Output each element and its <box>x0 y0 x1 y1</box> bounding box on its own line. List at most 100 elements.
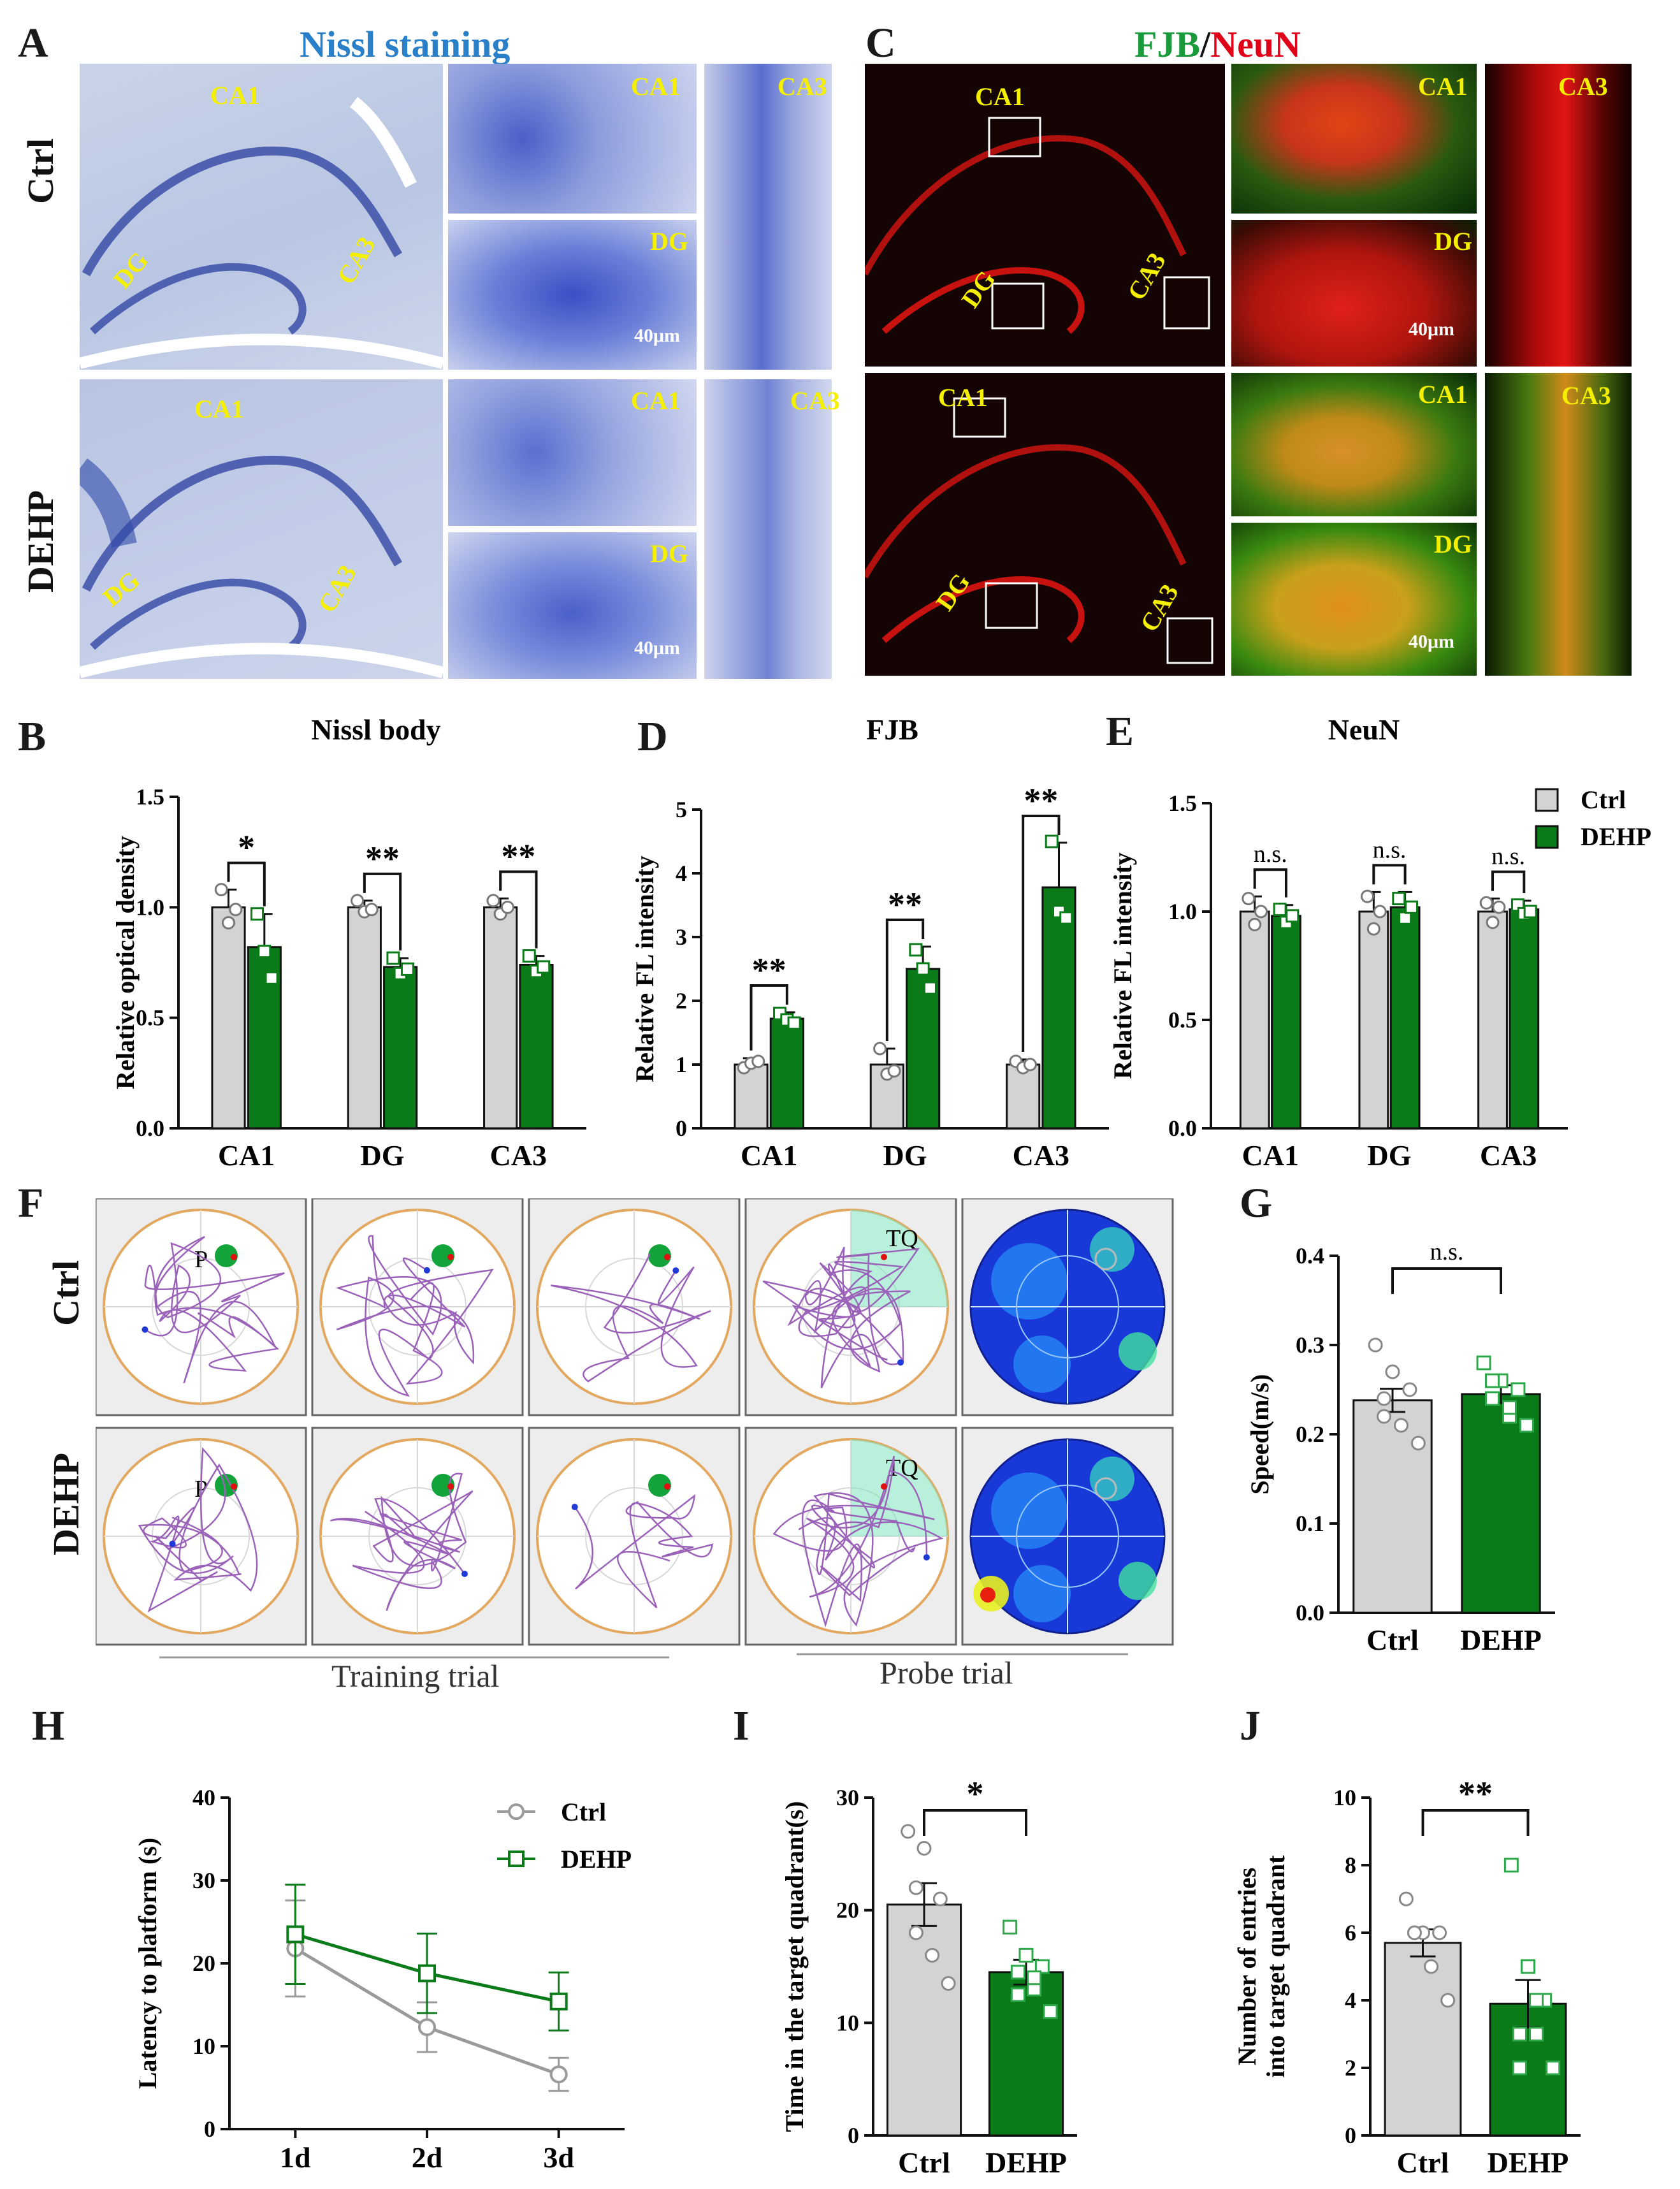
fl-ctrl-ca3-zoom-label: CA3 <box>1558 72 1608 101</box>
fl-dehp-ca3-zoom-label: CA3 <box>1561 381 1611 410</box>
D-sig-mark: ** <box>752 951 786 989</box>
E-ytick-label: 0.0 <box>1168 1116 1197 1141</box>
platform-marker <box>215 1474 238 1497</box>
E-sig-mark: n.s. <box>1491 843 1525 870</box>
H-xtick-label: 3d <box>543 2141 574 2174</box>
I-bar-ctrl <box>886 1903 962 2137</box>
D-bar-ctrl-ca1 <box>734 1063 769 1130</box>
fl-ctrl-scale: 40μm <box>1408 319 1454 340</box>
D-bar-ctrl-ca3 <box>1006 1063 1041 1130</box>
H-legend-marker-ctrl <box>508 1803 525 1820</box>
D-bar-dehp-ca1 <box>769 1017 804 1130</box>
dehp-ca3-zoom-label: CA3 <box>790 386 840 415</box>
platform-marker <box>648 1474 671 1497</box>
E-point-ctrl <box>1486 915 1500 929</box>
H-legend-marker-dehp <box>508 1851 525 1867</box>
H-ytick-label: 40 <box>192 1785 215 1810</box>
G-point-ctrl <box>1377 1409 1392 1424</box>
swim-track <box>330 1473 474 1611</box>
B-sig-mark: ** <box>365 840 400 878</box>
E-bar-dehp-ca3 <box>1509 908 1540 1130</box>
B-point-ctrl <box>351 894 365 908</box>
swim-track <box>574 1494 714 1609</box>
track-end-dot <box>897 1359 904 1366</box>
H-xtick-label: 1d <box>280 2141 311 2174</box>
E-bar-dehp-ca1 <box>1271 915 1301 1130</box>
heatmap-blob <box>1090 1227 1134 1272</box>
D-xtick-label: CA3 <box>1013 1139 1069 1172</box>
I-point-ctrl <box>932 1891 948 1907</box>
B-ytick-label: 0.5 <box>136 1005 164 1031</box>
neun-bar-chart: NeuN 0.0 0.5 1.0 1.5 Relative FL intensity n.s… <box>1108 714 1651 1172</box>
J-xtick-label: Ctrl <box>1397 2146 1449 2179</box>
fl-dehp-ca1-zoom <box>1231 373 1477 516</box>
nissl-body-bar-chart: Nissl body 0.0 0.5 1.0 1.5 Relative optical d… <box>111 714 586 1172</box>
B-point-ctrl <box>500 900 514 914</box>
G-point-ctrl <box>1410 1436 1426 1451</box>
J-sig-bracket <box>1421 1809 1530 1836</box>
E-sig-mark: n.s. <box>1254 841 1287 868</box>
B-xtick-label: CA1 <box>218 1139 275 1172</box>
G-point-ctrl <box>1393 1418 1408 1433</box>
J-point-dehp <box>1529 1993 1544 2008</box>
G-ytick-label: 0.4 <box>1296 1243 1324 1269</box>
track-start-dot <box>881 1254 887 1260</box>
I-sig-bracket <box>923 1809 1027 1836</box>
B-point-ctrl <box>214 883 228 897</box>
panel-label-c: C <box>865 20 896 66</box>
panel-label-d: D <box>637 713 668 760</box>
legend-swatch-ctrl <box>1535 788 1559 812</box>
B-bar-dehp-ca3 <box>519 963 554 1130</box>
I-ylabel: Time in the target quadrant(s) <box>784 1801 809 2132</box>
J-point-dehp <box>1529 2026 1544 2042</box>
E-point-dehp <box>1398 911 1412 925</box>
D-ytick-label: 2 <box>676 988 687 1014</box>
I-point-dehp <box>1010 1965 1025 1980</box>
nissl-title: Nissl staining <box>300 24 511 65</box>
B-point-ctrl <box>229 903 243 917</box>
heatmap-blob <box>991 1243 1068 1320</box>
B-point-ctrl <box>486 894 500 908</box>
B-point-dehp <box>522 949 536 963</box>
I-ytick-label: 10 <box>836 2010 859 2035</box>
G-xtick-label: DEHP <box>1460 1624 1542 1656</box>
J-point-dehp <box>1546 2060 1561 2076</box>
B-point-dehp <box>257 945 272 959</box>
swim-track <box>138 1447 258 1613</box>
G-point-ctrl <box>1385 1364 1400 1379</box>
J-point-ctrl <box>1432 1925 1447 1940</box>
D-point-dehp <box>787 1016 801 1030</box>
fl-ctrl-ca3-zoom <box>1485 64 1632 367</box>
H-ytick-label: 20 <box>192 1951 215 1976</box>
row-label-ctrl-a: Ctrl <box>20 138 61 204</box>
D-point-dehp <box>909 943 923 957</box>
B-point-dehp <box>400 962 414 976</box>
B-bar-ctrl-ca3 <box>483 906 518 1130</box>
B-xtick-label: CA3 <box>490 1139 547 1172</box>
D-ylabel: Relative FL intensity <box>630 855 659 1082</box>
G-ytick-label: 0.1 <box>1296 1511 1324 1536</box>
J-ytick-label: 8 <box>1345 1852 1356 1878</box>
B-point-ctrl <box>222 916 236 930</box>
row-label-dehp-a: DEHP <box>20 490 61 593</box>
fl-dehp-dg-zoom <box>1231 523 1477 676</box>
heatmap-inner-ring <box>1016 1485 1119 1588</box>
E-ytick-label: 0.5 <box>1168 1007 1197 1033</box>
fl-dehp-drawing <box>865 397 1213 664</box>
E-xtick-label: DG <box>1368 1139 1412 1172</box>
H-legend-label-dehp: DEHP <box>561 1845 632 1873</box>
D-title: FJB <box>866 714 918 746</box>
G-sig-mark: n.s. <box>1430 1239 1464 1265</box>
I-xtick-label: DEHP <box>985 2146 1067 2179</box>
ctrl-ca3-zoom-label: CA3 <box>778 72 827 101</box>
nissl-ctrl-ca3-zoom <box>704 64 832 370</box>
G-bar-ctrl <box>1352 1399 1433 1614</box>
H-ylabel: Latency to platform (s) <box>133 1838 162 2089</box>
D-point-dehp <box>916 962 930 976</box>
track-end-dot <box>423 1267 430 1274</box>
fjb-bar-chart: FJB 0 1 2 3 4 5 Relative FL intensity ** CA1 ** DG *… <box>630 714 1109 1172</box>
heatmap-blob <box>1013 1565 1071 1622</box>
H-ytick-label: 0 <box>204 2116 215 2142</box>
E-point-ctrl <box>1373 905 1387 919</box>
H-point-dehp <box>286 1925 305 1944</box>
